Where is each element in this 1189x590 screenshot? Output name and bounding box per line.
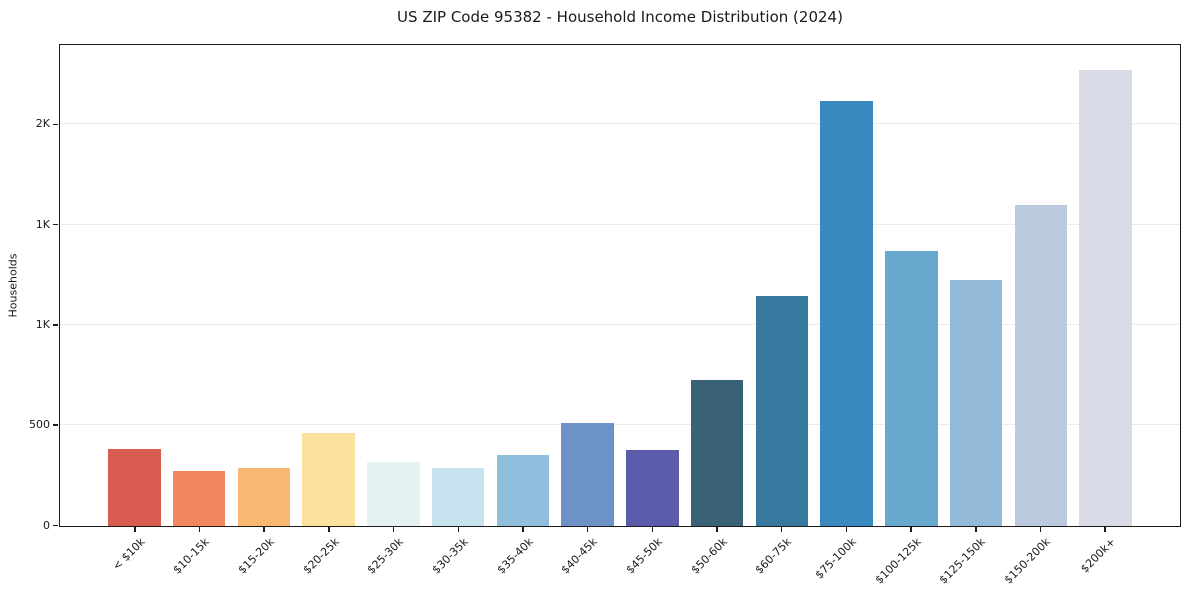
x-tick-mark bbox=[392, 527, 395, 532]
x-tick-label: $125-150k bbox=[937, 535, 989, 587]
x-tick-label: $45-50k bbox=[623, 535, 665, 577]
x-tick-label: $200k+ bbox=[1077, 535, 1118, 576]
x-tick-mark bbox=[263, 527, 265, 532]
bar-$75-100k bbox=[820, 100, 873, 526]
bar-slot bbox=[1073, 45, 1138, 526]
bar-slot bbox=[296, 45, 361, 526]
bar-$60-75k bbox=[755, 296, 809, 526]
bar-$35-40k bbox=[496, 454, 550, 526]
y-tick-label: 2K bbox=[35, 117, 50, 131]
x-tick-label: $40-45k bbox=[558, 535, 601, 577]
x-tick-mark bbox=[522, 527, 524, 532]
x-tick-mark bbox=[198, 527, 201, 532]
x-tick-label: $50-60k bbox=[688, 535, 730, 577]
x-tick-label: $25-30k bbox=[364, 535, 407, 577]
y-tick-mark bbox=[53, 524, 58, 527]
bar-$45-50k bbox=[626, 449, 679, 526]
gridline bbox=[60, 123, 1180, 125]
x-tick-label: $10-15k bbox=[170, 535, 213, 577]
bar-$150-200k bbox=[1014, 205, 1068, 526]
x-tick-mark bbox=[586, 527, 589, 532]
gridline bbox=[60, 323, 1180, 325]
y-tick-label: 0 bbox=[43, 518, 50, 532]
bar-slot bbox=[102, 45, 167, 526]
bar-$200k+ bbox=[1079, 69, 1132, 526]
x-tick-mark bbox=[1039, 527, 1042, 532]
bar-$40-45k bbox=[561, 422, 614, 526]
bar-$25-30k bbox=[367, 461, 420, 526]
chart-title: US ZIP Code 95382 - Household Income Dis… bbox=[397, 8, 843, 26]
x-tick-mark bbox=[134, 527, 136, 532]
gridline bbox=[60, 424, 1180, 426]
y-tick-mark bbox=[53, 324, 58, 326]
bar-slot bbox=[944, 45, 1009, 526]
bar-slot bbox=[750, 45, 815, 526]
x-tick-label: $20-25k bbox=[300, 535, 342, 577]
x-tick-label: $150-200k bbox=[1001, 535, 1053, 587]
bar-slot bbox=[685, 45, 750, 526]
x-tick-label: $60-75k bbox=[752, 535, 795, 577]
x-tick-label: $75-100k bbox=[812, 535, 859, 582]
y-tick-mark bbox=[53, 123, 58, 126]
x-tick-mark bbox=[780, 527, 783, 532]
y-tick-label: 500 bbox=[29, 418, 50, 432]
bar-$20-25k bbox=[302, 432, 355, 526]
x-tick-label: $15-20k bbox=[235, 535, 277, 577]
bar-slot bbox=[167, 45, 232, 526]
y-tick-label: 1K bbox=[35, 317, 50, 331]
plot-area bbox=[59, 44, 1181, 527]
bar-slot bbox=[555, 45, 620, 526]
y-tick-mark bbox=[53, 223, 58, 226]
x-tick-mark bbox=[910, 527, 912, 532]
bar-slot bbox=[426, 45, 491, 526]
x-tick-label: < $10k bbox=[109, 535, 148, 573]
x-tick-label: $100-125k bbox=[872, 535, 924, 587]
x-tick-mark bbox=[328, 527, 330, 532]
bar-slot bbox=[491, 45, 556, 526]
x-tick-mark bbox=[1104, 527, 1106, 532]
bar-$10-15k bbox=[172, 470, 226, 526]
bar-$30-35k bbox=[431, 467, 485, 526]
x-tick-mark bbox=[975, 527, 977, 532]
bar-slot bbox=[620, 45, 685, 526]
bar-$15-20k bbox=[237, 467, 291, 526]
x-tick-label: $35-40k bbox=[494, 535, 536, 577]
bar-$100-125k bbox=[885, 251, 938, 526]
y-tick-label: 1K bbox=[35, 217, 50, 231]
y-tick-mark bbox=[53, 424, 58, 426]
bar-$50-60k bbox=[690, 379, 744, 526]
bar-$125-150k bbox=[949, 280, 1003, 526]
bar-slot bbox=[879, 45, 944, 526]
bar-slot bbox=[814, 45, 879, 526]
x-tick-mark bbox=[651, 527, 654, 532]
bar-slot bbox=[232, 45, 297, 526]
bars-layer bbox=[102, 45, 1138, 526]
x-tick-mark bbox=[845, 527, 848, 532]
gridline bbox=[60, 223, 1180, 225]
bar-slot bbox=[1009, 45, 1074, 526]
x-tick-mark bbox=[716, 527, 718, 532]
bar-< $10k bbox=[108, 448, 161, 526]
x-tick-label: $30-35k bbox=[429, 535, 471, 577]
bar-slot bbox=[361, 45, 426, 526]
x-tick-mark bbox=[457, 527, 460, 532]
